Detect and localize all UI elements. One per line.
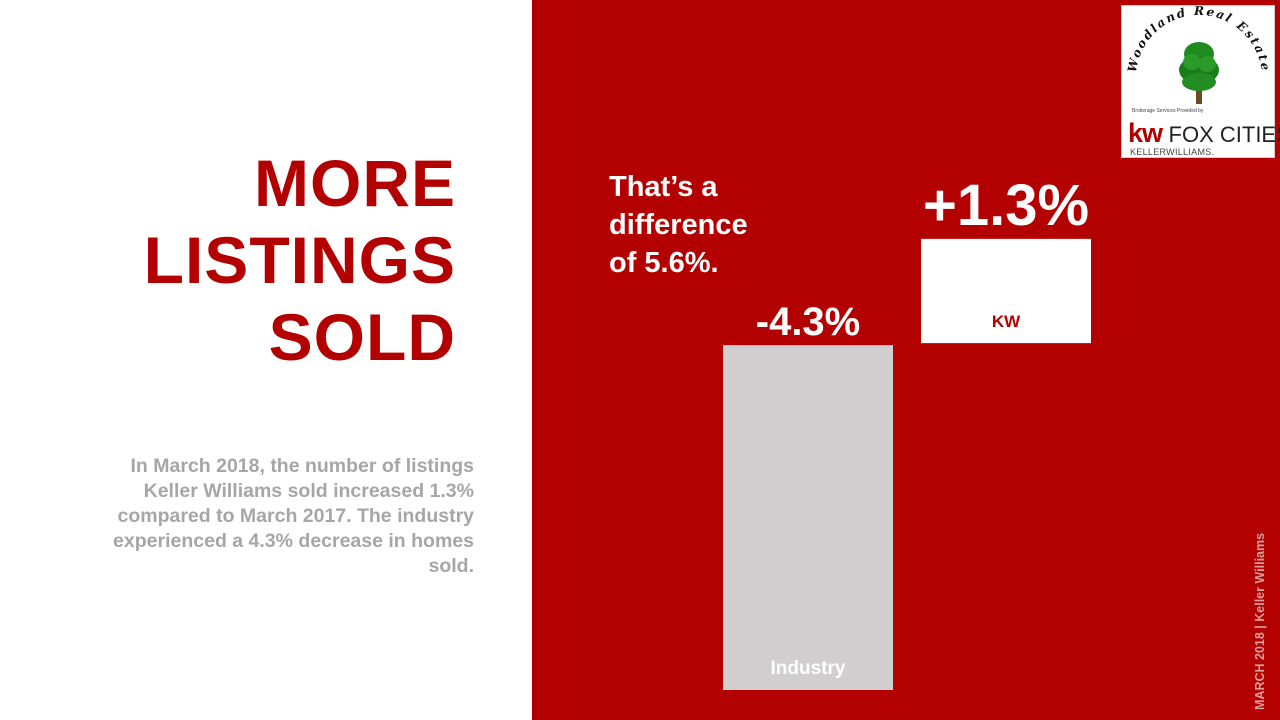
difference-line-2: difference	[609, 209, 748, 241]
headline-line-2: LISTINGS	[143, 223, 456, 297]
logo-tagline: Brokerage Services Provided by	[1132, 108, 1204, 114]
category-label-kw: KW	[992, 312, 1021, 331]
data-label-industry: -4.3%	[756, 300, 861, 344]
bar-industry	[723, 345, 893, 690]
tree-icon: Woodland Real Estate	[1125, 6, 1271, 104]
difference-line-1: That’s a	[609, 171, 718, 203]
side-label: MARCH 2018 | Keller Williams	[1250, 480, 1270, 710]
difference-callout: That’s a difference of 5.6%.	[609, 168, 748, 282]
logo-kw-line: kw FOX CITIES	[1128, 118, 1280, 149]
logo-city: FOX CITIES	[1168, 122, 1280, 147]
left-panel: MORE LISTINGS SOLD In March 2018, the nu…	[0, 0, 532, 720]
headline-line-1: MORE	[254, 146, 456, 220]
logo-brand: KELLERWILLIAMS.	[1130, 147, 1215, 157]
bar-kw	[921, 238, 1091, 344]
headline-line-3: SOLD	[268, 300, 456, 374]
headline: MORE LISTINGS SOLD	[144, 145, 456, 376]
company-logo: Woodland Real Estate Brokerage Services …	[1121, 5, 1280, 158]
data-label-kw: +1.3%	[923, 173, 1089, 238]
description-text: In March 2018, the number of listings Ke…	[113, 455, 474, 577]
category-label-industry: Industry	[771, 658, 846, 679]
difference-line-3: of 5.6%.	[609, 247, 719, 279]
side-label-text: MARCH 2018 | Keller Williams	[1253, 532, 1267, 710]
logo-kw: kw	[1128, 118, 1163, 148]
